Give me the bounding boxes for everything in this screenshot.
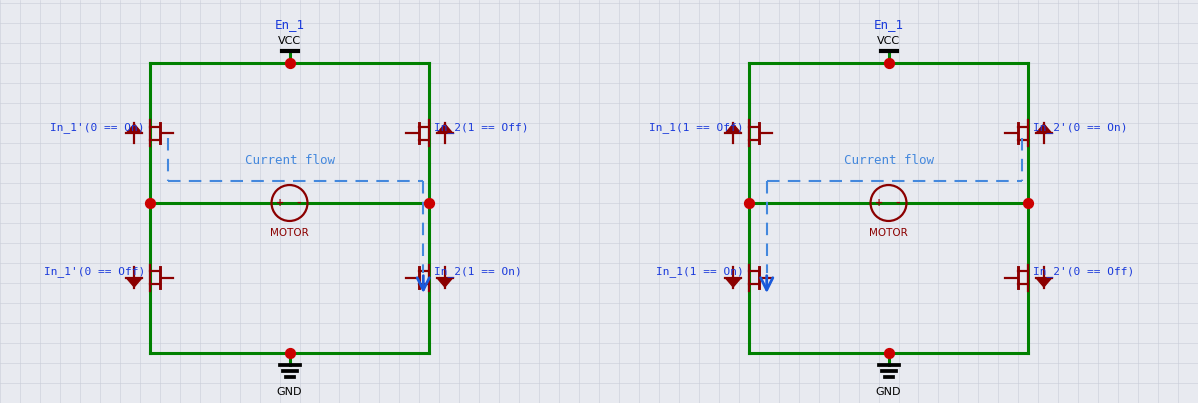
Text: VCC: VCC [877, 36, 900, 46]
Point [879, 349, 898, 356]
Point [879, 60, 898, 66]
Text: In_2'(0 == On): In_2'(0 == On) [1034, 122, 1127, 133]
Text: In_1(1 == On): In_1(1 == On) [657, 266, 744, 277]
Polygon shape [726, 278, 740, 287]
Text: In_2(1 == Off): In_2(1 == Off) [434, 122, 528, 133]
Polygon shape [127, 278, 143, 287]
Polygon shape [127, 124, 143, 133]
Polygon shape [437, 124, 453, 133]
Text: -: - [296, 198, 301, 208]
Polygon shape [437, 278, 453, 287]
Text: +: + [876, 198, 884, 208]
Text: Current flow: Current flow [244, 154, 334, 166]
Text: +: + [277, 198, 285, 208]
Text: MOTOR: MOTOR [270, 228, 309, 238]
Text: En_1: En_1 [873, 18, 903, 31]
Point [1018, 200, 1037, 206]
Point [280, 349, 300, 356]
Point [280, 60, 300, 66]
Text: En_1: En_1 [274, 18, 304, 31]
Polygon shape [1036, 278, 1052, 287]
Text: VCC: VCC [278, 36, 301, 46]
Text: -: - [895, 198, 900, 208]
Text: GND: GND [277, 387, 302, 397]
Text: In_2'(0 == Off): In_2'(0 == Off) [1034, 266, 1135, 277]
Text: In_1'(0 == On): In_1'(0 == On) [50, 122, 145, 133]
Text: In_1(1 == Off): In_1(1 == Off) [649, 122, 744, 133]
Point [739, 200, 758, 206]
Point [140, 200, 159, 206]
Text: In_2(1 == On): In_2(1 == On) [434, 266, 522, 277]
Text: MOTOR: MOTOR [869, 228, 908, 238]
Text: Current flow: Current flow [843, 154, 933, 166]
Polygon shape [1036, 124, 1052, 133]
Point [419, 200, 438, 206]
Text: GND: GND [876, 387, 901, 397]
Polygon shape [726, 124, 740, 133]
Text: In_1'(0 == Off): In_1'(0 == Off) [43, 266, 145, 277]
